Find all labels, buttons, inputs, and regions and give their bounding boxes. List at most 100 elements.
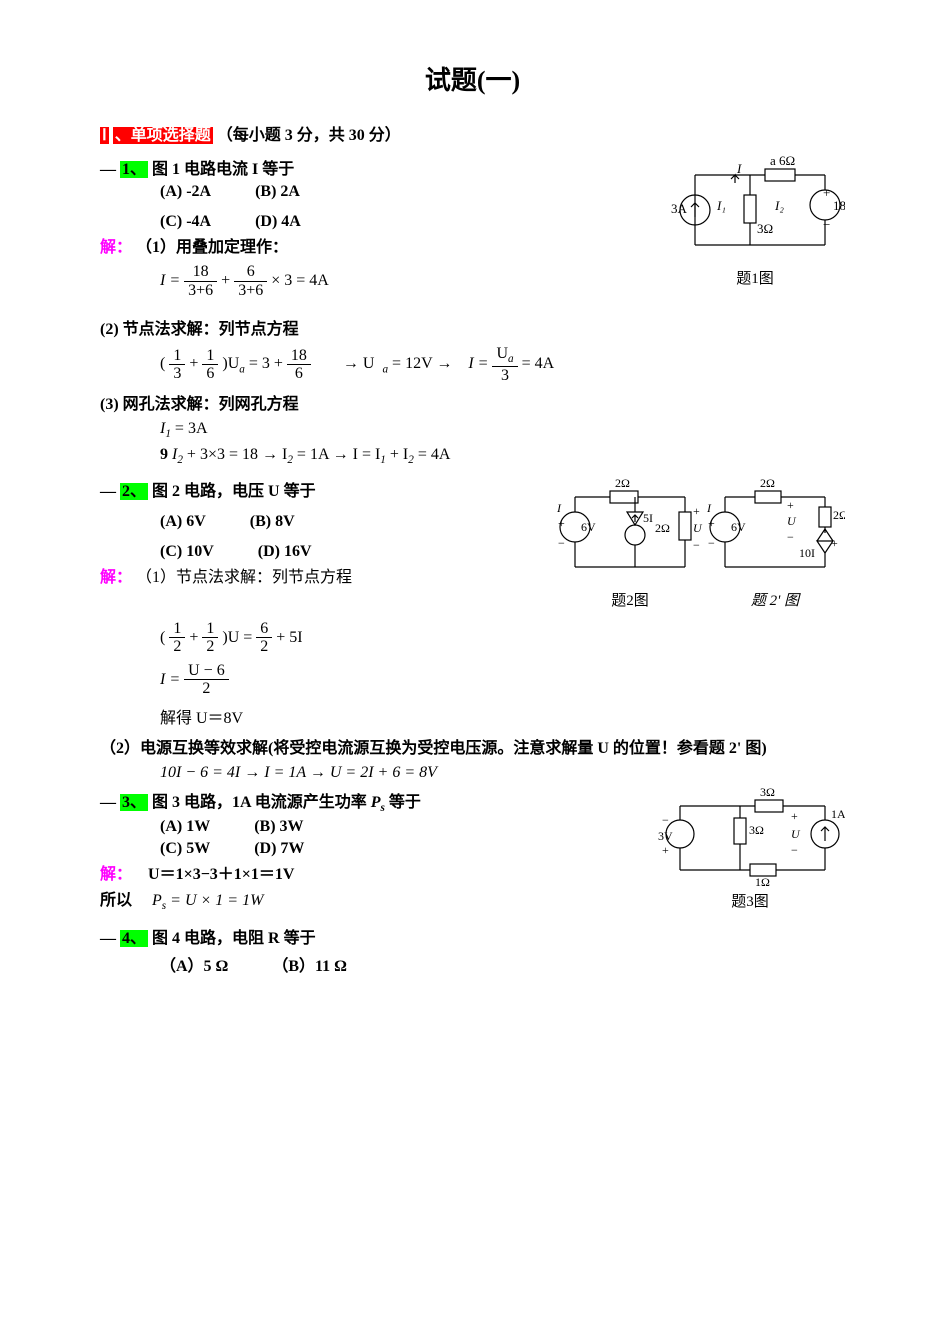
question-1: — 1、 图 1 电路电流 I 等于 (A) -2A (B) 2A (C) -4… (100, 155, 845, 305)
fig-label: 6V (581, 520, 596, 534)
fig-label: U (787, 514, 797, 528)
fig-label: I (706, 501, 712, 515)
svg-text:−: − (823, 217, 830, 232)
svg-text:+: + (662, 843, 669, 857)
section-note: （每小题 3 分，共 30 分） (217, 127, 401, 144)
q2-opt-d: (D) 16V (258, 543, 312, 561)
frac-num: U − 6 (184, 662, 229, 681)
fig-label: 3Ω (760, 788, 775, 799)
q3-options-row1: (A) 1W (B) 3W (160, 818, 643, 836)
sub: 1 (380, 455, 386, 467)
frac-den: 6 (287, 365, 311, 383)
fig-label: 3A (671, 201, 688, 216)
question-2: — 2、 图 2 电路，电压 U 等于 (A) 6V (B) 8V (C) 10… (100, 477, 845, 610)
eq-mid: )U (222, 355, 239, 372)
q2-eq2-res: 解得 U＝8V (160, 704, 845, 728)
q2-number: 2、 (120, 483, 148, 500)
frac-den: 3 (492, 367, 517, 385)
section-roman: Ⅰ (100, 127, 109, 144)
dash: — (100, 161, 116, 178)
q1-m1-label: （1）用叠加定理作： (136, 239, 288, 256)
q1-options-row1: (A) -2A (B) 2A (160, 183, 653, 201)
circuit-diagram-3: 3Ω − 3V + 3Ω + U − 1A 1Ω (655, 788, 845, 888)
q2-fig2-caption: 题 2' 图 (705, 589, 845, 610)
q3-options-row2: (C) 5W (D) 7W (160, 840, 643, 858)
q4-opt-a: （A）5 Ω (160, 952, 228, 976)
q4-options-row1: （A）5 Ω （B）11 Ω (160, 952, 845, 976)
dash: — (100, 483, 116, 500)
eq-lhs: I = (160, 671, 180, 689)
frac-num: 1 (202, 620, 218, 639)
coef: 9 (160, 446, 168, 463)
q1-sol-m1: 解： （1）用叠加定理作： (100, 233, 653, 257)
q2-options-row1: (A) 6V (B) 8V (160, 513, 543, 531)
sub: 2 (287, 455, 293, 467)
eq-rhs: = 3A (175, 420, 208, 437)
eq-rhs: = U × 1 = 1W (170, 892, 263, 910)
fig-label: 3Ω (757, 221, 773, 236)
svg-text:+: + (791, 809, 798, 823)
q2-stem-line: — 2、 图 2 电路，电压 U 等于 (100, 477, 543, 501)
q1-opt-c: (C) -4A (160, 213, 211, 231)
frac-den: 6 (202, 365, 218, 383)
q4-opt-b: （B）11 Ω (272, 952, 347, 976)
fig-label: 18V (833, 198, 845, 213)
fig-label: 5I (643, 511, 653, 525)
svg-text:−: − (558, 536, 565, 550)
q1-fig-caption: 题1图 (665, 267, 845, 288)
dash: — (100, 930, 116, 947)
q4-stem-line: — 4、 图 4 电路，电阻 R 等于 (100, 924, 845, 948)
sub: 1 (165, 428, 171, 440)
frac-den: 2 (169, 638, 185, 656)
q1-eq1-lhs: I = (160, 272, 180, 290)
q3-opt-d: (D) 7W (254, 840, 304, 858)
eq-eq: = 3 + (249, 355, 283, 372)
frac-num: 1 (202, 347, 218, 366)
q1-eq3b: 9 I2 + 3×3 = 18 → I2 = 1A → I = I1 + I2 … (160, 446, 845, 466)
question-4: — 4、 图 4 电路，电阻 R 等于 （A）5 Ω （B）11 Ω (100, 924, 845, 976)
fig-label: 2Ω (655, 521, 670, 535)
svg-text:+: + (823, 185, 830, 200)
q1-opt-d: (D) 4A (255, 213, 301, 231)
q3-stem-b: 等于 (389, 794, 421, 811)
eq-res: = 12V → (392, 355, 452, 372)
page-title: 试题(一) (100, 60, 845, 97)
svg-text:−: − (693, 538, 700, 552)
eq-res: = 4A (522, 355, 555, 372)
svg-text:+: + (708, 516, 715, 530)
question-3: — 3、 图 3 电路，1A 电流源产生功率 Ps 等于 (A) 1W (B) … (100, 788, 845, 914)
q3-fig-caption: 题3图 (655, 890, 845, 911)
circuit-diagram-2b: 2Ω I 6V +− + U − 2Ω + 10I (705, 477, 845, 587)
q3-eq1: U＝1×3−3＋1×1＝1V (148, 866, 294, 883)
q2-fig2: 2Ω I 6V +− + U − 2Ω + 10I 题 2' 图 (705, 477, 845, 610)
q1-m3-label: (3) 网孔法求解：列网孔方程 (100, 390, 845, 414)
q4-number: 4、 (120, 930, 148, 947)
q2-eq1: ( 12 + 12 )U = 62 + 5I (160, 620, 845, 656)
lparen: ( (160, 628, 165, 645)
sub: s (380, 802, 384, 814)
q2-stem: 图 2 电路，电压 U 等于 (152, 483, 316, 500)
fig-label: 2Ω (615, 477, 630, 490)
eq-lhs: P (152, 892, 162, 910)
fig-label: a 6Ω (770, 155, 795, 168)
fig-label: 6V (731, 520, 746, 534)
sub: 2 (177, 455, 183, 467)
fig-label: U (693, 521, 703, 535)
fig-label: I₂ (774, 198, 784, 213)
q1-number: 1、 (120, 161, 148, 178)
q1-m2-label: (2) 节点法求解：列节点方程 (100, 315, 845, 339)
svg-text:−: − (791, 843, 798, 857)
section-header: Ⅰ 、单项选择题 （每小题 3 分，共 30 分） (100, 121, 845, 145)
eq-mid: )U = (222, 628, 252, 645)
q2-fig1-caption: 题2图 (555, 589, 705, 610)
q2-m2-label: （2）电源互换等效求解(将受控电流源互换为受控电压源。注意求解量 U 的位置！参… (100, 734, 845, 758)
q2-opt-b: (B) 8V (250, 513, 295, 531)
q2-figures: 2Ω I + 6V − 5I 2Ω + U − 题2图 (555, 477, 845, 610)
svg-text:−: − (662, 813, 669, 827)
q4-stem: 图 4 电路，电阻 R 等于 (152, 930, 316, 947)
svg-text:+: + (787, 498, 794, 512)
fig-label: 3V (658, 829, 673, 843)
frac-den: 3+6 (234, 282, 267, 300)
q2-eq2: I = U − 62 (160, 662, 845, 698)
svg-text:−: − (708, 536, 715, 550)
